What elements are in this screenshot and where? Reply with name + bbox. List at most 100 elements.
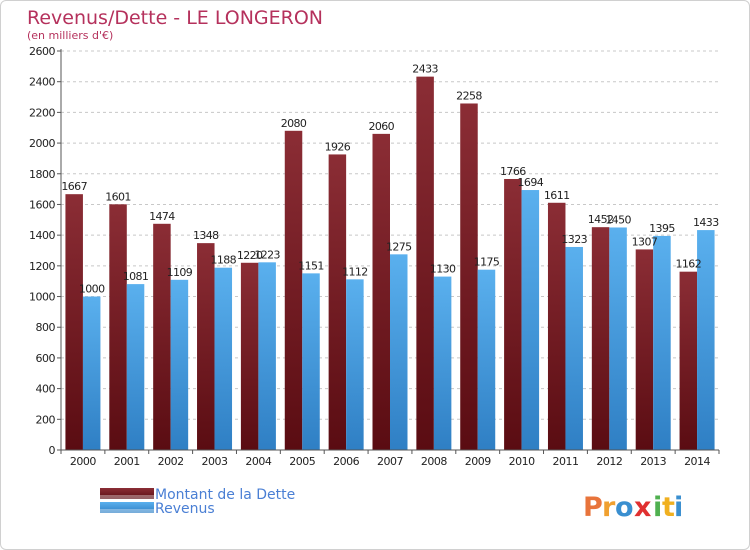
logo-letter: x xyxy=(634,492,652,523)
y-tick-label: 800 xyxy=(36,321,56,334)
bar-revenus xyxy=(477,269,496,450)
y-tick-label: 2600 xyxy=(29,45,55,58)
bars xyxy=(65,76,715,451)
x-tick-label: 2003 xyxy=(202,455,228,468)
logo-letter: P xyxy=(583,492,604,523)
bar-revenus xyxy=(433,276,452,450)
value-label-revenus: 1323 xyxy=(561,233,587,246)
x-tick-label: 2008 xyxy=(421,455,447,468)
value-label-dette: 2433 xyxy=(412,63,438,76)
logo-letter: i xyxy=(653,492,663,523)
logo-letter: o xyxy=(615,492,635,523)
x-tick-label: 2009 xyxy=(465,455,491,468)
x-tick-label: 2010 xyxy=(509,455,535,468)
y-tick-label: 2200 xyxy=(29,106,55,119)
x-tick-label: 2001 xyxy=(114,455,140,468)
value-label-revenus: 1694 xyxy=(518,176,544,189)
chart-subtitle: (en milliers d'€) xyxy=(27,29,113,42)
value-label-revenus: 1450 xyxy=(605,213,631,226)
bar-dette xyxy=(328,154,347,450)
value-label-revenus: 1223 xyxy=(254,248,280,261)
logo-letter: i xyxy=(674,492,684,523)
legend-swatch-shine xyxy=(100,509,154,513)
bar-dette xyxy=(65,194,83,450)
y-tick-label: 1000 xyxy=(29,291,55,304)
legend-label-dette: Montant de la Dette xyxy=(155,487,295,503)
x-tick-label: 2011 xyxy=(552,455,578,468)
bar-revenus xyxy=(346,279,364,450)
bar-revenus xyxy=(390,254,408,450)
bar-revenus xyxy=(302,273,320,450)
x-tick-label: 2014 xyxy=(684,455,710,468)
value-label-dette: 1611 xyxy=(544,189,570,202)
value-label-revenus: 1433 xyxy=(693,216,719,229)
bar-dette xyxy=(460,103,478,450)
value-label-revenus: 1000 xyxy=(79,283,105,296)
value-label-dette: 1601 xyxy=(105,190,131,203)
bar-dette xyxy=(240,262,259,450)
value-label-dette: 2258 xyxy=(456,89,482,102)
value-labels: 1667 1000 1601 1081 1474 1109 1348 1188 12201223… xyxy=(61,63,719,296)
y-tick-label: 1800 xyxy=(29,168,55,181)
value-label-dette: 1452 xyxy=(588,213,614,226)
bar-dette xyxy=(591,227,610,450)
y-tick-label: 1400 xyxy=(29,229,55,242)
bar-dette xyxy=(372,133,390,450)
x-tick-label: 2004 xyxy=(245,455,271,468)
y-tick-label: 400 xyxy=(36,383,56,396)
bar-dette xyxy=(416,76,434,450)
value-label-revenus: 1188 xyxy=(210,254,236,267)
value-label-dette: 1307 xyxy=(632,235,658,248)
bar-revenus xyxy=(609,227,627,450)
y-tick-label: 1600 xyxy=(29,198,55,211)
value-label-dette: 2060 xyxy=(368,120,394,133)
bar-revenus xyxy=(126,284,145,450)
bar-dette xyxy=(109,204,127,450)
bar-revenus xyxy=(653,235,671,450)
legend-swatch-dette xyxy=(100,488,154,499)
value-label-revenus: 1081 xyxy=(123,270,149,283)
legend-label-revenus: Revenus xyxy=(155,501,215,517)
value-label-dette: 1348 xyxy=(193,229,219,242)
value-label-dette: 1926 xyxy=(325,140,351,153)
y-tick-label: 200 xyxy=(36,413,56,426)
bar-revenus xyxy=(82,296,101,450)
y-tick-label: 2000 xyxy=(29,137,55,150)
x-tick-label: 2002 xyxy=(158,455,184,468)
value-label-dette: 1766 xyxy=(500,165,526,178)
x-tick-label: 2000 xyxy=(70,455,96,468)
value-label-dette: 1667 xyxy=(61,180,87,193)
x-tick-label: 2013 xyxy=(640,455,666,468)
x-tick-label: 2006 xyxy=(333,455,359,468)
axes: 0 200 400 600 800 1000 1200 1400 1600 1800 2000 220… xyxy=(29,45,720,468)
y-tick-label: 600 xyxy=(36,352,56,365)
logo-letter: r xyxy=(602,492,616,523)
bar-dette xyxy=(504,178,522,450)
x-tick-label: 2005 xyxy=(289,455,315,468)
value-label-dette: 1220 xyxy=(237,249,263,262)
logo-letter: t xyxy=(662,492,676,523)
bar-revenus xyxy=(521,190,540,451)
chart-title: Revenus/Dette - LE LONGERON xyxy=(27,7,323,29)
bar-dette xyxy=(635,249,654,450)
bar-dette xyxy=(153,223,171,450)
value-label-revenus: 1175 xyxy=(474,256,500,269)
y-tick-label: 1200 xyxy=(29,260,55,273)
value-label-revenus: 1395 xyxy=(649,222,675,235)
bar-revenus xyxy=(565,246,583,450)
bar-dette xyxy=(679,271,698,450)
value-label-dette: 1162 xyxy=(676,258,702,271)
y-tick-label: 0 xyxy=(49,444,56,457)
value-label-revenus: 1275 xyxy=(386,240,412,253)
x-tick-label: 2007 xyxy=(377,455,403,468)
bar-revenus xyxy=(258,262,276,450)
bar-revenus xyxy=(214,267,233,450)
value-label-revenus: 1151 xyxy=(298,259,324,272)
x-tick-label: 2012 xyxy=(596,455,622,468)
value-label-revenus: 1130 xyxy=(430,263,456,276)
legend-swatch-revenus xyxy=(100,502,154,513)
y-tick-label: 2400 xyxy=(29,76,55,89)
bar-dette xyxy=(284,130,303,451)
